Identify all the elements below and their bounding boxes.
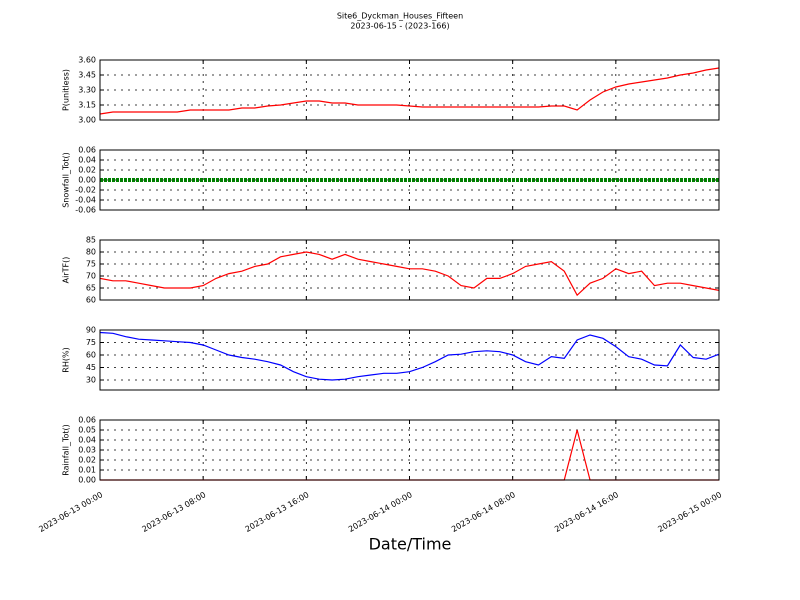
y-tick-label: 0.06 bbox=[78, 416, 96, 425]
chart-title: Site6_Dyckman_Houses_Fifteen bbox=[337, 12, 463, 21]
y-tick-label: 80 bbox=[86, 248, 96, 257]
y-tick-label: 0.04 bbox=[78, 436, 96, 445]
plot-frame bbox=[99, 239, 720, 301]
y-tick-label: 85 bbox=[86, 236, 96, 245]
y-tick-label: 3.00 bbox=[78, 116, 96, 125]
y-tick-label: 3.30 bbox=[78, 86, 96, 95]
y-tick-label: 60 bbox=[86, 351, 96, 360]
y-tick-label: -0.06 bbox=[75, 206, 96, 215]
y-tick-label: 0.02 bbox=[78, 166, 96, 175]
y-tick-label: -0.02 bbox=[75, 186, 96, 195]
y-tick-label: 0.00 bbox=[78, 476, 96, 485]
y-tick-label: 3.60 bbox=[78, 56, 96, 65]
data-line bbox=[99, 251, 720, 297]
y-tick-label: 75 bbox=[86, 338, 96, 347]
plot-frame bbox=[99, 59, 720, 121]
y-tick-label: 0.01 bbox=[78, 466, 96, 475]
x-axis-title: Date/Time bbox=[369, 535, 452, 554]
y-axis-title: AirTF() bbox=[62, 257, 71, 284]
data-line bbox=[99, 331, 720, 381]
y-tick-label: 0.06 bbox=[78, 146, 96, 155]
y-tick-label: 65 bbox=[86, 284, 96, 293]
y-tick-label: 3.15 bbox=[78, 101, 96, 110]
y-tick-label: -0.04 bbox=[75, 196, 96, 205]
y-axis-title: P(unitless) bbox=[62, 69, 71, 111]
y-tick-label: 45 bbox=[86, 363, 96, 372]
y-axis-title: Snowfall_Tot() bbox=[62, 152, 71, 208]
y-tick-label: 0.03 bbox=[78, 446, 96, 455]
y-tick-label: 0.02 bbox=[78, 456, 96, 465]
y-tick-label: 30 bbox=[86, 376, 96, 385]
y-tick-label: 3.45 bbox=[78, 71, 96, 80]
y-axis-title: Rainfall_Tot() bbox=[62, 424, 71, 476]
plot-frame bbox=[99, 419, 720, 481]
y-tick-label: 0.04 bbox=[78, 156, 96, 165]
plot-frame bbox=[99, 149, 720, 211]
y-tick-label: 0.00 bbox=[78, 176, 96, 185]
y-tick-label: 0.05 bbox=[78, 426, 96, 435]
y-tick-label: 70 bbox=[86, 272, 96, 281]
y-axis-title: RH(%) bbox=[62, 347, 71, 372]
y-tick-label: 60 bbox=[86, 296, 96, 305]
y-tick-label: 75 bbox=[86, 260, 96, 269]
data-line bbox=[99, 67, 720, 115]
plot-frame bbox=[99, 329, 720, 391]
chart-subtitle: 2023-06-15 - (2023-166) bbox=[350, 22, 449, 31]
y-tick-label: 90 bbox=[86, 326, 96, 335]
